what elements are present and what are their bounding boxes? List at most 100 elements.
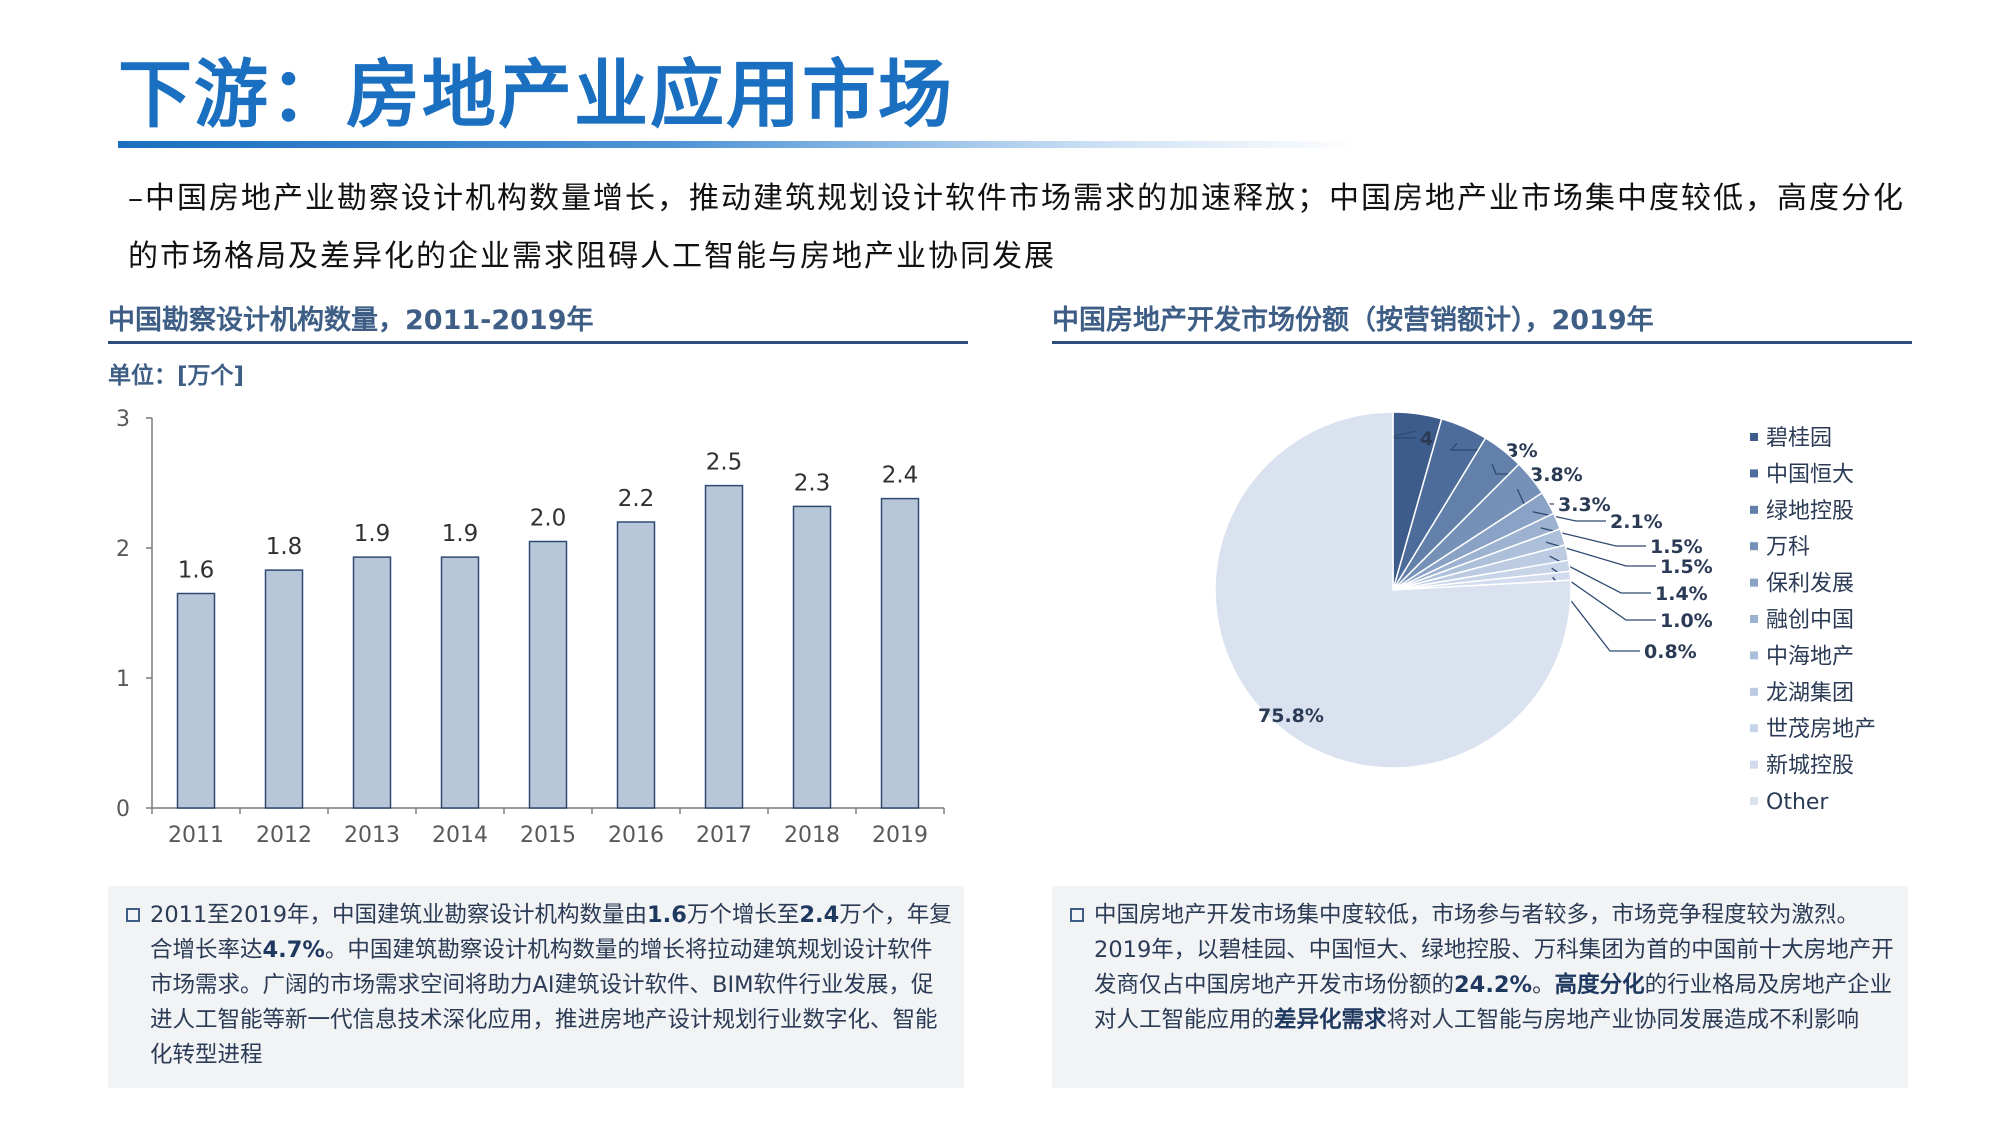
bar-data-label: 2.5 bbox=[706, 450, 743, 476]
x-tick-label: 2019 bbox=[872, 823, 928, 848]
bar-chart: 0 1 2 3 1.6 2011 1.8 2012 1.9 2013 1.9 2014 2.0 2015 2… bbox=[116, 407, 945, 848]
right-note-text: 中国房地产开发市场集中度较低，市场参与者较多，市场竞争程度较为激烈。2019年，… bbox=[1094, 898, 1896, 1038]
legend-swatch bbox=[1750, 687, 1758, 696]
bar bbox=[176, 592, 216, 809]
legend-swatch bbox=[1750, 505, 1758, 514]
bar-data-label: 2.2 bbox=[618, 486, 655, 512]
right-part-0: 中国房地产开发市场集中度较低，市场参与者较多，市场竞争程度较为激烈。2019年，… bbox=[1094, 902, 1894, 998]
y-tick-label: 1 bbox=[116, 667, 130, 692]
legend-label: 新城控股 bbox=[1766, 754, 1854, 779]
x-tick-label: 2014 bbox=[432, 823, 488, 848]
pie-value-label: 1.5% bbox=[1660, 556, 1713, 578]
bar-data-label: 2.3 bbox=[794, 470, 831, 496]
y-tick-label: 2 bbox=[116, 537, 130, 562]
unit-label: 单位：[万个] bbox=[108, 363, 245, 389]
x-tick-label: 2012 bbox=[256, 823, 312, 848]
pie-value-label: 1.5% bbox=[1650, 536, 1703, 558]
bar-data-label: 1.9 bbox=[354, 521, 391, 547]
pie-value-label: 1.4% bbox=[1655, 583, 1708, 605]
left-part-6: 。中国建筑勘察设计机构数量的增长将拉动建筑规划设计软件市场需求。广阔的市场需求空… bbox=[150, 937, 938, 1068]
legend-label: 万科 bbox=[1766, 535, 1810, 560]
pie-leader-line bbox=[1532, 511, 1606, 522]
right-note-box: 中国房地产开发市场集中度较低，市场参与者较多，市场竞争程度较为激烈。2019年，… bbox=[1052, 886, 1908, 1088]
bar-data-label: 2.4 bbox=[882, 463, 919, 489]
left-part-0: 2011至2019年，中国建筑业勘察设计机构数量由 bbox=[150, 902, 648, 928]
right-part-2: 。 bbox=[1532, 972, 1555, 998]
left-note-text: 2011至2019年，中国建筑业勘察设计机构数量由1.6万个增长至2.4万个，年… bbox=[150, 898, 952, 1073]
legend-label: 保利发展 bbox=[1766, 572, 1854, 597]
left-part-2: 万个增长至 bbox=[686, 902, 800, 928]
bar-data-label: 2.0 bbox=[530, 506, 567, 532]
x-tick-label: 2017 bbox=[696, 823, 752, 848]
bar-data-label: 1.8 bbox=[266, 534, 303, 560]
left-part-3: 2.4 bbox=[799, 902, 840, 928]
bar bbox=[792, 505, 832, 809]
left-part-5: 4.7% bbox=[262, 937, 325, 963]
legend-label: 碧桂园 bbox=[1766, 426, 1832, 451]
legend-swatch bbox=[1750, 615, 1758, 623]
pie-value-label: 0.8% bbox=[1644, 641, 1697, 663]
legend-swatch bbox=[1750, 651, 1758, 660]
right-section-heading: 中国房地产开发市场份额（按营销额计），2019年 bbox=[1052, 305, 1654, 336]
right-part-5: 差异化需求 bbox=[1274, 1007, 1387, 1033]
bar bbox=[880, 497, 920, 809]
x-tick-label: 2013 bbox=[344, 823, 400, 848]
x-tick-label: 2011 bbox=[168, 823, 224, 848]
right-part-4: 的行业格局及房地产企业对人工智能应用的 bbox=[1094, 972, 1893, 1033]
checkbox-bullet-icon bbox=[126, 908, 140, 922]
right-section-rule bbox=[1052, 341, 1912, 344]
pie-value-label: 3.8% bbox=[1530, 464, 1583, 486]
left-section-heading: 中国勘察设计机构数量，2011-2019年 bbox=[108, 305, 594, 336]
y-tick-label: 0 bbox=[116, 797, 130, 822]
legend-swatch bbox=[1750, 724, 1758, 733]
right-part-1: 24.2% bbox=[1454, 972, 1533, 998]
left-section-rule bbox=[108, 341, 968, 344]
legend-label: 中国恒大 bbox=[1766, 462, 1854, 487]
legend-swatch bbox=[1750, 542, 1758, 551]
bar bbox=[528, 540, 568, 809]
pie-leader-line bbox=[1449, 442, 1481, 451]
legend-label: 绿地控股 bbox=[1766, 499, 1854, 524]
pie-leader-line bbox=[1549, 555, 1651, 594]
bar bbox=[264, 569, 304, 809]
pie-leader-line bbox=[1551, 567, 1656, 621]
legend-swatch bbox=[1750, 797, 1758, 805]
bar-data-label: 1.6 bbox=[178, 558, 215, 584]
legend-swatch bbox=[1750, 469, 1758, 478]
legend-swatch bbox=[1750, 760, 1758, 769]
pie-value-label: 75.8% bbox=[1258, 705, 1324, 727]
bar bbox=[704, 484, 744, 809]
legend-swatch bbox=[1750, 578, 1758, 587]
legend-label: 世茂房地产 bbox=[1766, 717, 1876, 742]
legend-label: 中海地产 bbox=[1766, 644, 1854, 669]
pie-leader-line bbox=[1545, 541, 1656, 567]
legend-label: 龙湖集团 bbox=[1766, 681, 1854, 706]
bar bbox=[440, 556, 480, 809]
right-part-6: 将对人工智能与房地产业协同发展造成不利影响 bbox=[1386, 1007, 1860, 1033]
legend-swatch bbox=[1750, 433, 1758, 441]
x-tick-label: 2016 bbox=[608, 823, 664, 848]
pie-slice bbox=[1214, 411, 1572, 769]
pie-value-label: 1.0% bbox=[1660, 610, 1713, 632]
y-tick-label: 3 bbox=[116, 407, 130, 432]
checkbox-bullet-icon bbox=[1070, 908, 1084, 922]
bar bbox=[616, 521, 656, 809]
right-part-3: 高度分化 bbox=[1554, 972, 1645, 998]
left-part-1: 1.6 bbox=[647, 902, 687, 928]
x-tick-label: 2015 bbox=[520, 823, 576, 848]
pie-leader-line bbox=[1540, 527, 1646, 547]
pie-value-label: 3.3% bbox=[1558, 494, 1611, 516]
pie-chart: 4.4%4.3%3.8%3.3%2.1%1.5%1.5%1.4%1.0%0.8%… bbox=[1214, 411, 1876, 815]
legend-label: Other bbox=[1766, 790, 1829, 815]
legend-label: 融创中国 bbox=[1766, 608, 1854, 633]
x-tick-label: 2018 bbox=[784, 823, 840, 848]
intro-text: –中国房地产业勘察设计机构数量增长，推动建筑规划设计软件市场需求的加速释放；中国… bbox=[128, 181, 1905, 274]
left-note-box: 2011至2019年，中国建筑业勘察设计机构数量由1.6万个增长至2.4万个，年… bbox=[108, 886, 964, 1088]
title-underline bbox=[118, 141, 1358, 148]
pie-leader-line bbox=[1552, 576, 1640, 652]
bar-data-label: 1.9 bbox=[442, 521, 479, 547]
left-part-4: 万个，年复合增长率达 bbox=[150, 902, 952, 963]
bar bbox=[352, 556, 392, 809]
page-title: 下游：房地产业应用市场 bbox=[118, 52, 954, 138]
pie-value-label: 2.1% bbox=[1610, 511, 1663, 533]
